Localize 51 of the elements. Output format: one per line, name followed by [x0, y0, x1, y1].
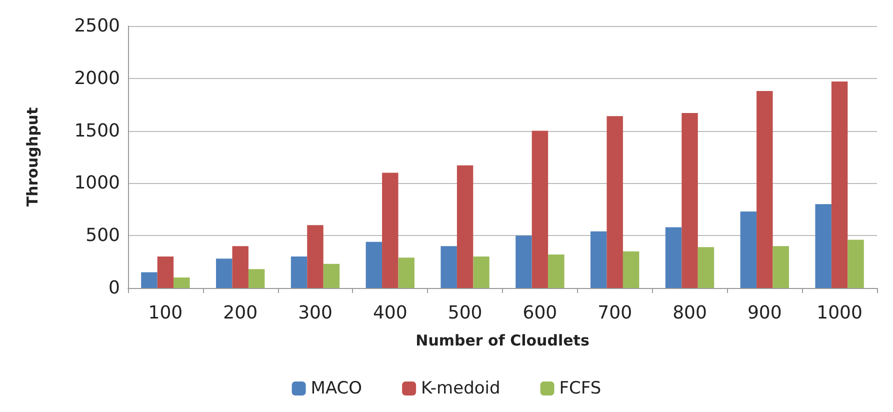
bar [398, 258, 414, 288]
bar [740, 211, 757, 288]
bar [665, 227, 682, 288]
bar [756, 90, 773, 288]
y-tick-label: 500 [86, 225, 120, 246]
y-axis-title: Throughput [24, 107, 42, 207]
y-tick-label: 1500 [74, 120, 120, 142]
bar [174, 278, 190, 288]
legend-label: MACO [310, 378, 362, 398]
x-tick-label: 200 [223, 302, 258, 324]
bar [590, 231, 607, 288]
bar [382, 172, 398, 288]
y-tick-label: 1000 [74, 172, 120, 194]
bar [366, 242, 382, 288]
bar [831, 82, 848, 288]
bar [698, 247, 714, 288]
x-tick-label: 900 [747, 302, 782, 324]
x-tick-label: 600 [522, 302, 558, 324]
bar [323, 264, 340, 288]
y-tick-label: 2000 [74, 68, 120, 89]
x-tick-label: 800 [672, 302, 707, 324]
x-tick-label: 100 [148, 302, 183, 324]
x-tick-label: 1000 [816, 302, 862, 324]
x-axis-title: Number of Cloudlets [416, 332, 590, 350]
y-tick-label: 2500 [74, 16, 120, 36]
bar [606, 116, 623, 288]
bar [772, 246, 789, 288]
bar [248, 269, 265, 288]
bar [473, 256, 490, 288]
x-tick-label: 300 [298, 302, 332, 324]
bar [622, 251, 640, 288]
x-tick-label: 700 [598, 302, 632, 324]
legend-label: FCFS [559, 378, 602, 398]
bar [290, 256, 308, 288]
bar [440, 246, 457, 288]
bar [141, 272, 158, 288]
x-tick-label: 500 [448, 302, 482, 324]
bar [848, 240, 864, 288]
x-tick-label: 400 [372, 302, 408, 324]
bar [307, 225, 324, 288]
legend-label: K-medoid [421, 378, 500, 398]
bar [216, 258, 232, 288]
y-tick-label: 0 [108, 278, 120, 298]
bar [456, 165, 474, 288]
bar [232, 246, 248, 288]
bar [682, 112, 698, 288]
bar [815, 204, 832, 288]
bar [157, 256, 174, 288]
bar [516, 236, 532, 288]
bar [548, 254, 564, 288]
bar [532, 130, 548, 288]
